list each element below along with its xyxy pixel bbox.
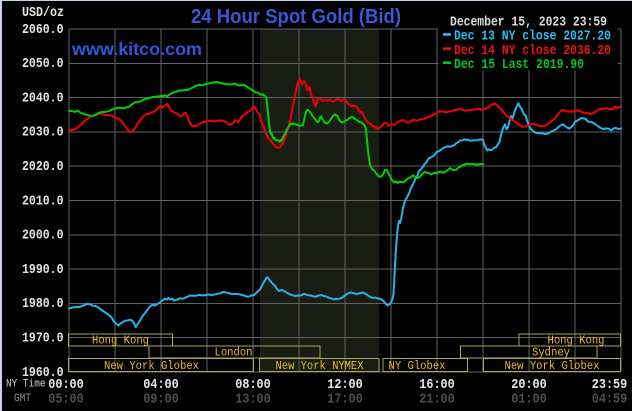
svg-text:21:00: 21:00 [419, 391, 455, 407]
svg-text:08:00: 08:00 [235, 377, 271, 393]
svg-text:2060.0: 2060.0 [22, 22, 64, 38]
svg-text:1990.0: 1990.0 [22, 262, 64, 278]
svg-text:20:00: 20:00 [511, 377, 547, 393]
svg-text:2000.0: 2000.0 [22, 228, 64, 244]
svg-text:2050.0: 2050.0 [22, 56, 64, 72]
svg-text:Dec 14 NY close 2036.20: Dec 14 NY close 2036.20 [454, 43, 611, 59]
svg-text:2030.0: 2030.0 [22, 125, 64, 141]
svg-text:New York NYMEX: New York NYMEX [276, 360, 364, 373]
svg-text:2020.0: 2020.0 [22, 159, 64, 175]
svg-text:24 Hour Spot Gold (Bid): 24 Hour Spot Gold (Bid) [191, 6, 401, 28]
svg-text:1970.0: 1970.0 [22, 331, 64, 347]
svg-text:USD/oz: USD/oz [22, 5, 64, 21]
svg-text:2040.0: 2040.0 [22, 90, 64, 106]
svg-text:December 15, 2023 23:59: December 15, 2023 23:59 [450, 14, 607, 30]
svg-text:04:00: 04:00 [143, 377, 179, 393]
svg-text:Dec 13 NY close 2027.20: Dec 13 NY close 2027.20 [454, 29, 611, 45]
svg-text:23:59: 23:59 [592, 377, 628, 393]
svg-text:Sydney: Sydney [532, 347, 570, 360]
svg-text:00:00: 00:00 [48, 377, 84, 393]
svg-text:12:00: 12:00 [327, 377, 363, 393]
svg-text:Hong Kong: Hong Kong [92, 335, 149, 348]
svg-text:1980.0: 1980.0 [22, 296, 64, 312]
svg-text:www.kitco.com: www.kitco.com [71, 39, 202, 59]
svg-text:05:00: 05:00 [48, 391, 84, 407]
svg-text:Dec 15 Last 2019.90: Dec 15 Last 2019.90 [454, 57, 584, 73]
svg-text:1960.0: 1960.0 [22, 365, 64, 381]
svg-text:New York Globex: New York Globex [104, 360, 199, 373]
svg-text:16:00: 16:00 [419, 377, 455, 393]
svg-text:13:00: 13:00 [235, 391, 271, 407]
svg-text:Hong Kong: Hong Kong [548, 335, 605, 348]
svg-text:04:59: 04:59 [592, 391, 628, 407]
svg-text:NY Globex: NY Globex [389, 360, 446, 373]
svg-text:New York Globex: New York Globex [505, 360, 600, 373]
svg-text:NY Time: NY Time [6, 378, 46, 390]
svg-text:2010.0: 2010.0 [22, 193, 64, 209]
svg-text:01:00: 01:00 [511, 391, 547, 407]
svg-text:London: London [215, 347, 253, 360]
svg-text:17:00: 17:00 [327, 391, 363, 407]
svg-text:09:00: 09:00 [143, 391, 179, 407]
svg-text:GMT: GMT [14, 393, 31, 405]
